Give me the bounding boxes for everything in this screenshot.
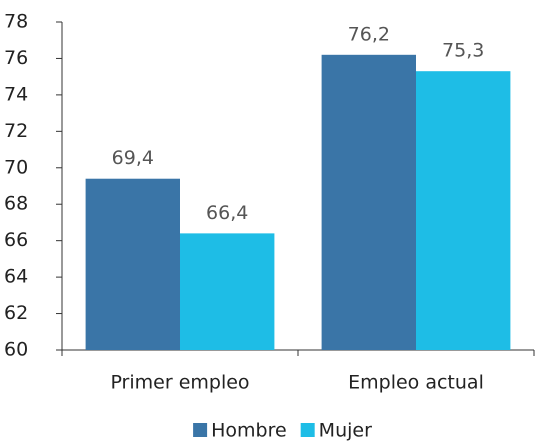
value-label: 76,2 bbox=[348, 23, 390, 45]
y-tick-label: 76 bbox=[4, 47, 28, 69]
y-tick-label: 66 bbox=[4, 229, 28, 251]
y-tick-label: 74 bbox=[4, 83, 28, 105]
x-tick-label: Primer empleo bbox=[110, 372, 249, 394]
y-tick-label: 78 bbox=[4, 11, 28, 33]
y-tick-label: 62 bbox=[4, 302, 28, 324]
y-tick-label: 72 bbox=[4, 120, 28, 142]
y-tick-label: 64 bbox=[4, 266, 28, 288]
legend-label: Hombre bbox=[211, 420, 287, 441]
legend-swatch bbox=[300, 423, 315, 437]
bar bbox=[85, 178, 180, 350]
value-label: 75,3 bbox=[442, 40, 484, 62]
legend-swatch bbox=[193, 423, 208, 437]
value-label: 66,4 bbox=[206, 202, 248, 224]
x-tick-label: Empleo actual bbox=[348, 372, 484, 394]
bar bbox=[180, 233, 275, 350]
bar bbox=[416, 71, 511, 350]
bar bbox=[321, 54, 416, 351]
legend-label: Mujer bbox=[319, 420, 372, 441]
value-label: 69,4 bbox=[112, 147, 154, 169]
y-tick-label: 60 bbox=[4, 339, 28, 361]
y-tick-label: 70 bbox=[4, 156, 28, 178]
y-tick-label: 68 bbox=[4, 193, 28, 215]
